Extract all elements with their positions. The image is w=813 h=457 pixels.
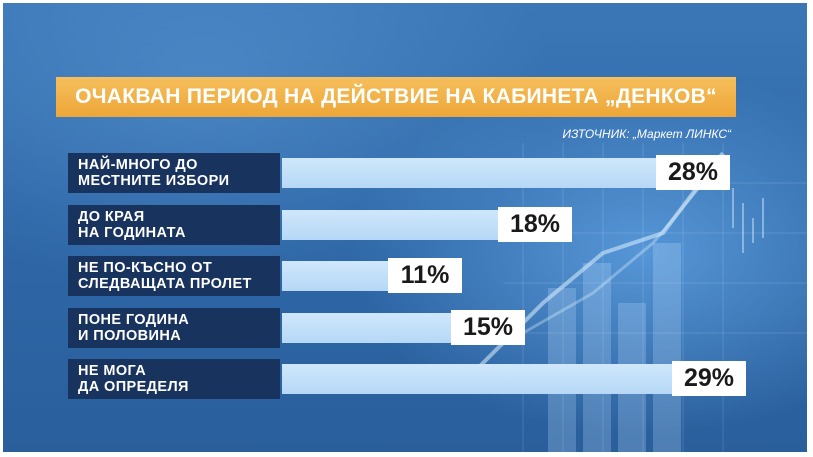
bar: [282, 364, 740, 394]
value-label: 18%: [498, 206, 572, 242]
value-label: 11%: [388, 258, 462, 293]
source-label: ИЗТОЧНИК: „Маркет ЛИНКС“: [562, 127, 731, 141]
category-label: НЕ МОГА ДА ОПРЕДЕЛЯ: [68, 359, 280, 399]
bar: [282, 158, 724, 188]
category-label-line: НЕ ПО-КЪСНО ОТ: [78, 260, 213, 276]
category-label-line: И ПОЛОВИНА: [78, 327, 182, 344]
category-label: НЕ ПО-КЪСНО ОТ СЛЕДВАЩАТА ПРОЛЕТ: [68, 256, 280, 296]
category-label-line: НЕ МОГА: [78, 363, 147, 379]
category-label-line: НАЙ-МНОГО ДО: [78, 157, 198, 173]
value-label: 28%: [656, 155, 730, 190]
chart-frame: ОЧАКВАН ПЕРИОД НА ДЕЙСТВИЕ НА КАБИНЕТА „…: [3, 3, 807, 452]
category-label: НАЙ-МНОГО ДО МЕСТНИТЕ ИЗБОРИ: [68, 153, 280, 193]
value-label: 15%: [451, 309, 525, 345]
category-label-line: НА ГОДИНАТА: [78, 224, 186, 241]
chart-title: ОЧАКВАН ПЕРИОД НА ДЕЙСТВИЕ НА КАБИНЕТА „…: [75, 85, 717, 108]
category-label: ДО КРАЯ НА ГОДИНАТА: [68, 204, 280, 245]
category-label-line: ДО КРАЯ: [78, 208, 145, 225]
title-banner: ОЧАКВАН ПЕРИОД НА ДЕЙСТВИЕ НА КАБИНЕТА „…: [56, 77, 736, 117]
category-label-line: МЕСТНИТЕ ИЗБОРИ: [78, 173, 230, 189]
category-label-line: ДА ОПРЕДЕЛЯ: [78, 379, 189, 395]
category-label: ПОНЕ ГОДИНА И ПОЛОВИНА: [68, 307, 280, 348]
category-label-line: СЛЕДВАЩАТА ПРОЛЕТ: [78, 276, 252, 292]
category-label-line: ПОНЕ ГОДИНА: [78, 311, 190, 328]
value-label: 29%: [672, 361, 746, 396]
